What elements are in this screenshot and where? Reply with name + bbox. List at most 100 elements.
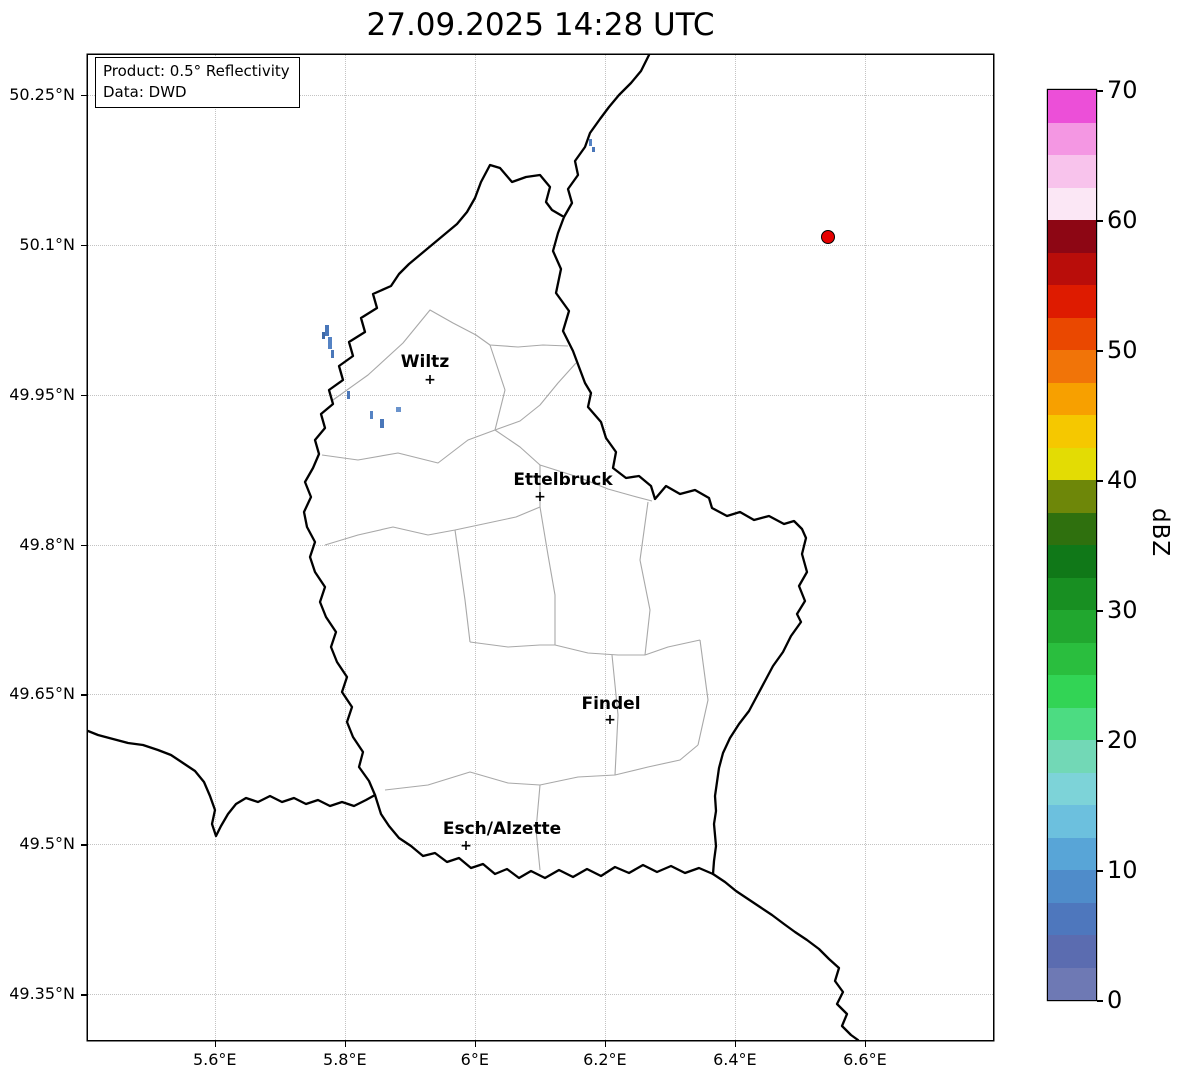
x-tick-label: 6.6°E <box>843 1050 887 1069</box>
gridline-vertical <box>344 55 346 1040</box>
city-label: Findel <box>581 694 641 714</box>
map-plot-area: Product: 0.5° Reflectivity Data: DWD + Wi… <box>88 55 993 1040</box>
colorbar-tick-mark <box>1097 220 1103 222</box>
international-borders <box>88 55 860 1040</box>
colorbar-tick-mark <box>1097 1000 1103 1002</box>
city-marker: + <box>424 372 436 388</box>
gridline-horizontal <box>88 844 993 846</box>
colorbar-band <box>1048 155 1096 188</box>
colorbar-band <box>1048 902 1096 935</box>
city-label: Esch/Alzette <box>442 819 562 839</box>
radar-echo <box>325 325 329 336</box>
colorbar <box>1048 90 1096 1000</box>
colorbar-band <box>1048 90 1096 123</box>
radar-echo <box>322 332 325 339</box>
colorbar-band <box>1048 350 1096 383</box>
product-line: Product: 0.5° Reflectivity <box>103 62 290 80</box>
colorbar-band <box>1048 675 1096 708</box>
colorbar-band <box>1048 610 1096 643</box>
y-tick-label: 50.1°N <box>19 234 75 254</box>
x-tick-label: 5.8°E <box>323 1050 367 1069</box>
x-tick-mark <box>474 1041 477 1047</box>
gridline-horizontal <box>88 94 993 96</box>
colorbar-band <box>1048 447 1096 480</box>
radar-echo <box>380 419 384 428</box>
colorbar-band <box>1048 382 1096 415</box>
y-tick-label: 49.8°N <box>19 534 75 554</box>
y-tick-mark <box>81 244 87 247</box>
x-tick-label: 6.2°E <box>583 1050 627 1069</box>
colorbar-band <box>1048 220 1096 253</box>
colorbar-tick-mark <box>1097 610 1103 612</box>
colorbar-tick-label: 40 <box>1107 466 1138 494</box>
colorbar-band <box>1048 935 1096 968</box>
gridline-vertical <box>864 55 866 1040</box>
colorbar-band <box>1048 317 1096 350</box>
colorbar-band <box>1048 285 1096 318</box>
y-tick-mark <box>81 994 87 996</box>
y-tick-label: 49.65°N <box>9 684 75 704</box>
colorbar-tick-mark <box>1097 870 1103 872</box>
radar-echo <box>396 407 401 412</box>
colorbar-band <box>1048 577 1096 610</box>
y-tick-mark <box>81 694 87 696</box>
y-tick-mark <box>81 844 87 846</box>
colorbar-tick-label: 60 <box>1107 206 1138 234</box>
radar-echo <box>589 139 592 146</box>
x-tick-label: 6°E <box>460 1050 489 1069</box>
colorbar-band <box>1048 870 1096 903</box>
x-tick-mark <box>344 1041 347 1047</box>
radar-echo <box>328 337 332 349</box>
gridline-vertical <box>474 55 476 1040</box>
radar-echo <box>331 350 334 358</box>
colorbar-band <box>1048 252 1096 285</box>
x-tick-mark <box>214 1041 217 1047</box>
colorbar-band <box>1048 805 1096 838</box>
france-belgium-border <box>88 729 377 838</box>
colorbar-tick-mark <box>1097 740 1103 742</box>
belgium-germany-border <box>562 55 651 219</box>
y-tick-mark <box>81 544 87 546</box>
gridline-vertical <box>214 55 216 1040</box>
y-tick-mark <box>81 94 87 97</box>
gridline-horizontal <box>88 244 993 246</box>
colorbar-band <box>1048 512 1096 545</box>
gridline-horizontal <box>88 544 993 546</box>
france-germany-border <box>711 872 860 1040</box>
y-tick-label: 50.25°N <box>9 84 75 104</box>
y-tick-label: 49.5°N <box>19 834 75 854</box>
colorbar-tick-mark <box>1097 90 1103 92</box>
colorbar-band <box>1048 545 1096 578</box>
colorbar-band <box>1048 740 1096 773</box>
y-tick-label: 49.35°N <box>9 984 75 1004</box>
radar-echo <box>370 411 373 419</box>
gridline-vertical <box>604 55 606 1040</box>
colorbar-band <box>1048 837 1096 870</box>
colorbar-tick-label: 10 <box>1107 856 1138 884</box>
colorbar-tick-label: 50 <box>1107 336 1138 364</box>
radar-echo <box>347 391 350 399</box>
x-tick-mark <box>864 1041 867 1047</box>
product-info-box: Product: 0.5° Reflectivity Data: DWD <box>95 57 300 108</box>
city-marker: + <box>604 712 616 728</box>
city-marker: + <box>534 489 546 505</box>
colorbar-band <box>1048 415 1096 448</box>
canton-borders <box>321 309 709 871</box>
data-source-line: Data: DWD <box>103 83 187 101</box>
colorbar-band <box>1048 967 1096 1000</box>
radar-echo <box>592 147 595 152</box>
colorbar-tick-label: 0 <box>1107 986 1123 1014</box>
colorbar-tick-label: 20 <box>1107 726 1138 754</box>
x-tick-mark <box>734 1041 737 1047</box>
colorbar-band <box>1048 187 1096 220</box>
city-label: Ettelbruck <box>513 470 613 490</box>
city-label: Wiltz <box>400 352 450 372</box>
colorbar-band <box>1048 707 1096 740</box>
gridline-vertical <box>734 55 736 1040</box>
gridline-horizontal <box>88 394 993 396</box>
x-tick-label: 5.6°E <box>192 1050 237 1069</box>
colorbar-band <box>1048 642 1096 675</box>
figure-title: 27.09.2025 14:28 UTC <box>366 7 715 43</box>
colorbar-band <box>1048 122 1096 155</box>
